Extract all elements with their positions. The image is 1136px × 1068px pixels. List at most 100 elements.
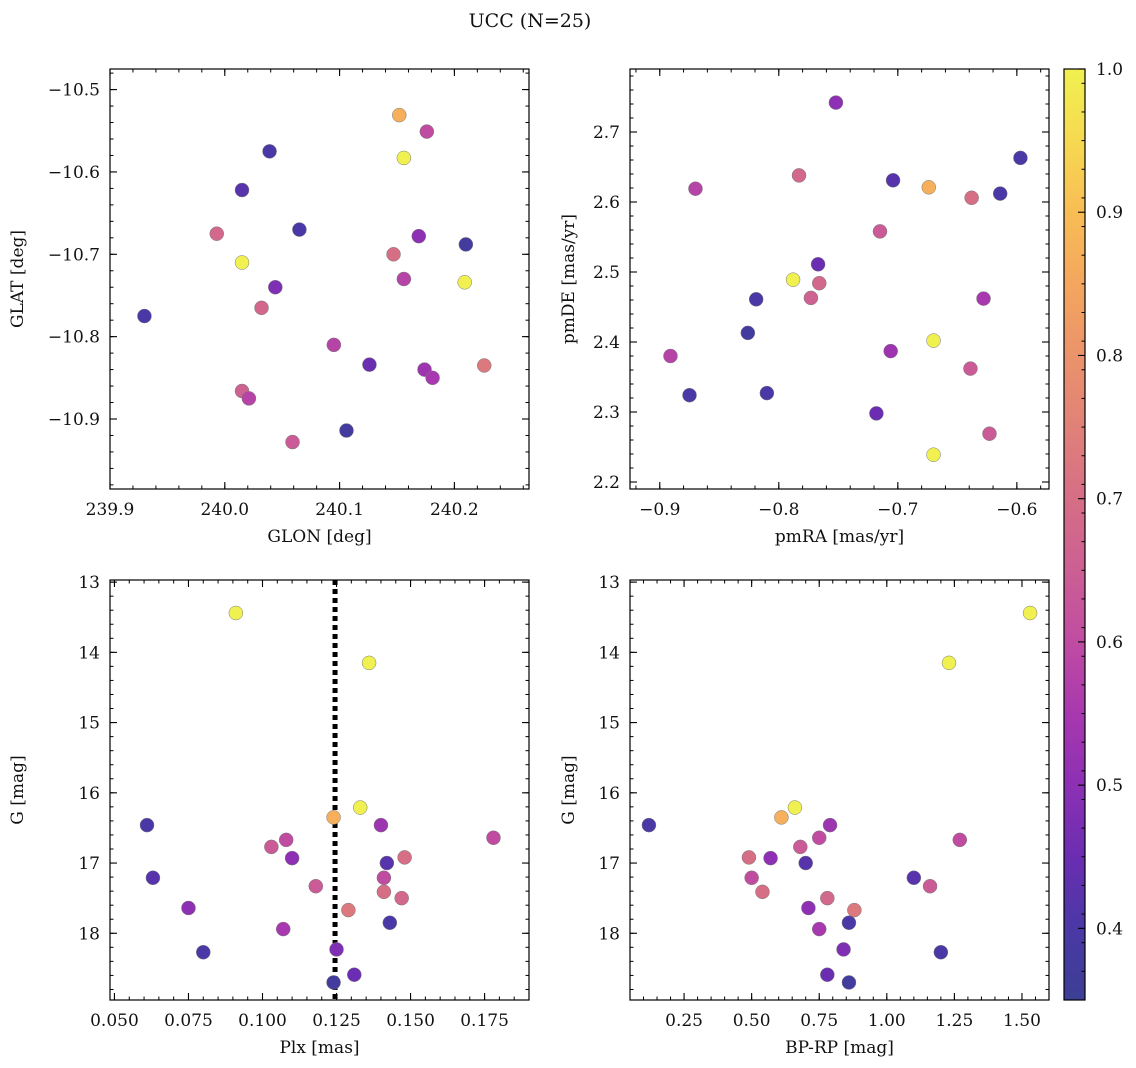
data-point <box>663 348 678 364</box>
y-tick-label: 13 <box>78 573 100 593</box>
y-tick-label: −10.8 <box>48 328 100 348</box>
data-point <box>139 817 155 833</box>
data-point <box>394 890 409 906</box>
x-tick-label: 1.25 <box>935 1011 973 1031</box>
data-point <box>241 391 257 406</box>
data-point <box>740 325 756 341</box>
data-point <box>933 944 949 960</box>
data-point <box>1022 605 1038 621</box>
y-tick-label: −10.9 <box>48 410 100 430</box>
data-point <box>828 95 844 110</box>
data-point <box>326 975 341 990</box>
scatter-points <box>641 605 1038 990</box>
plot-frame <box>629 68 1050 490</box>
y-axis-label: G [mag] <box>559 755 579 824</box>
x-tick-label: 1.00 <box>868 1011 906 1031</box>
data-point <box>376 884 392 900</box>
data-point <box>926 447 941 462</box>
x-tick-label: −0.6 <box>996 500 1037 520</box>
data-point <box>921 180 937 195</box>
data-point <box>292 222 307 237</box>
y-tick-label: 16 <box>78 784 100 804</box>
data-point <box>486 830 501 846</box>
data-point <box>392 107 407 123</box>
colorbar-tick-label: 1.0 <box>1096 60 1123 80</box>
data-point <box>352 800 368 815</box>
data-point <box>982 426 997 441</box>
data-point <box>926 333 941 348</box>
colorbar-tick-label: 0.7 <box>1096 490 1123 510</box>
x-tick-label: 240.0 <box>200 500 249 520</box>
data-point <box>885 173 901 188</box>
x-tick-label: 0.175 <box>460 1011 509 1031</box>
x-tick-label: −0.9 <box>639 500 680 520</box>
data-point <box>963 361 978 376</box>
colorbar-gradient <box>1063 68 1086 1001</box>
data-point <box>145 870 161 886</box>
x-axis-label: Plx [mas] <box>279 1038 359 1058</box>
data-point <box>906 870 922 886</box>
x-tick-label: 1.50 <box>1003 1011 1041 1031</box>
data-point <box>803 290 819 306</box>
data-point <box>326 337 342 353</box>
y-tick-label: 17 <box>78 854 100 874</box>
data-point <box>763 850 778 866</box>
x-tick-label: 240.2 <box>430 500 479 520</box>
data-point <box>791 168 807 183</box>
scatter-points <box>663 95 1028 462</box>
x-tick-label: 0.150 <box>386 1011 435 1031</box>
colorbar: 0.4 0.5 0.6 0.7 0.8 0.9 1.0 <box>1063 60 1123 1001</box>
data-point <box>196 944 211 960</box>
data-point <box>812 275 827 291</box>
y-tick-label: −10.7 <box>48 245 100 265</box>
data-point <box>376 870 392 886</box>
data-point <box>741 850 757 865</box>
x-tick-label: −0.8 <box>758 500 799 520</box>
x-tick-label: 0.125 <box>312 1011 361 1031</box>
data-point <box>285 434 300 450</box>
x-tick-label: 240.1 <box>315 500 364 520</box>
scatter-points <box>139 580 501 1000</box>
data-point <box>820 967 835 982</box>
y-tick-label: 18 <box>598 924 620 944</box>
data-point <box>641 817 657 833</box>
data-point <box>362 357 377 372</box>
data-point <box>329 942 344 957</box>
data-point <box>841 975 857 990</box>
data-point <box>425 370 440 386</box>
data-point <box>234 255 250 270</box>
data-point <box>278 832 294 848</box>
data-point <box>411 228 427 244</box>
data-point <box>941 655 957 671</box>
x-tick-label: −0.7 <box>877 500 918 520</box>
data-point <box>386 247 401 262</box>
y-tick-label: 14 <box>598 643 620 663</box>
data-point <box>308 878 324 894</box>
data-point <box>922 878 938 894</box>
plot-frame <box>629 579 1050 1001</box>
data-point <box>137 308 152 324</box>
y-tick-label: 2.7 <box>593 123 620 143</box>
data-point <box>339 423 354 438</box>
data-point <box>992 186 1008 201</box>
colorbar-tick-label: 0.6 <box>1096 633 1123 653</box>
y-tick-label: 18 <box>78 924 100 944</box>
data-point <box>361 655 377 671</box>
data-point <box>798 855 813 871</box>
data-point <box>811 921 827 937</box>
panel-bottom-right: 0.25 0.50 0.75 1.00 1.25 1.50 13 14 15 16 17 18 BP-R… <box>559 573 1050 1058</box>
data-point <box>847 902 862 918</box>
y-tick-label: 15 <box>78 714 100 734</box>
data-point <box>262 144 277 159</box>
data-point <box>373 817 389 833</box>
data-point <box>822 817 838 833</box>
x-tick-label: 0.050 <box>90 1011 139 1031</box>
data-point <box>801 900 816 916</box>
plot-frame <box>109 68 530 490</box>
data-point <box>382 915 398 930</box>
data-point <box>841 915 857 930</box>
data-point <box>476 358 492 373</box>
data-point <box>228 605 244 621</box>
data-point <box>275 921 291 937</box>
data-point <box>976 291 991 306</box>
